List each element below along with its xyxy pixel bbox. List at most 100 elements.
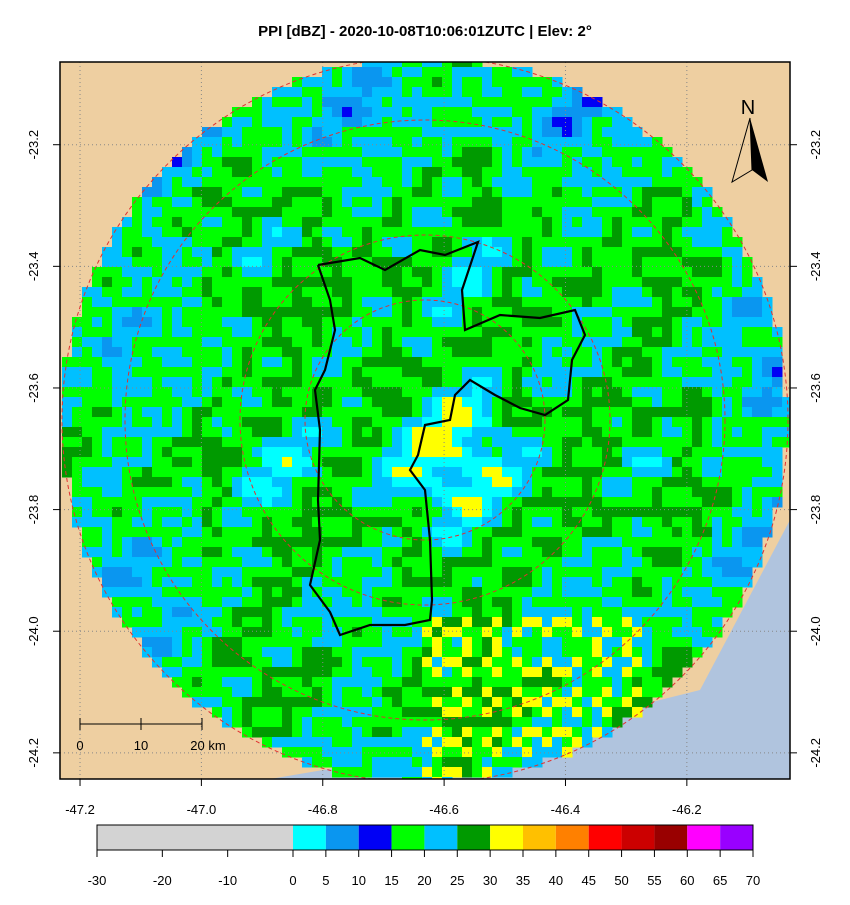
echo-cell	[162, 667, 173, 678]
echo-cell	[412, 747, 423, 758]
echo-cell	[772, 357, 783, 368]
echo-cell	[742, 447, 753, 458]
echo-cell	[132, 437, 143, 448]
echo-cell	[212, 707, 223, 718]
echo-cell	[562, 487, 573, 498]
echo-cell	[752, 507, 763, 518]
echo-cell	[412, 107, 423, 118]
echo-cell	[722, 457, 733, 468]
echo-cell	[252, 647, 263, 658]
echo-cell	[522, 577, 533, 588]
echo-cell	[482, 397, 493, 408]
echo-cell	[592, 247, 603, 258]
echo-cell	[512, 167, 523, 178]
echo-cell	[402, 517, 413, 528]
echo-cell	[492, 97, 503, 108]
echo-cell	[212, 527, 223, 538]
echo-cell	[332, 477, 343, 488]
echo-cell	[632, 587, 643, 598]
echo-cell	[92, 287, 103, 298]
echo-cell	[562, 607, 573, 618]
echo-cell	[442, 187, 453, 198]
echo-cell	[512, 117, 523, 128]
echo-cell	[362, 667, 373, 678]
echo-cell	[252, 97, 263, 108]
echo-cell	[192, 417, 203, 428]
echo-cell	[532, 287, 543, 298]
echo-cell	[492, 477, 503, 488]
echo-cell	[532, 427, 543, 438]
echo-cell	[652, 377, 663, 388]
echo-cell	[102, 307, 113, 318]
echo-cell	[552, 297, 563, 308]
echo-cell	[332, 397, 343, 408]
echo-cell	[502, 727, 513, 738]
echo-cell	[532, 437, 543, 448]
echo-cell	[532, 107, 543, 118]
echo-cell	[312, 157, 323, 168]
echo-cell	[172, 347, 183, 358]
echo-cell	[442, 257, 453, 268]
echo-cell	[452, 157, 463, 168]
echo-cell	[622, 247, 633, 258]
echo-cell	[382, 467, 393, 478]
echo-cell	[632, 177, 643, 188]
echo-cell	[282, 157, 293, 168]
echo-cell	[462, 397, 473, 408]
echo-cell	[722, 417, 733, 428]
echo-cell	[92, 317, 103, 328]
echo-cell	[222, 137, 233, 148]
echo-cell	[512, 397, 523, 408]
echo-cell	[732, 297, 743, 308]
echo-cell	[322, 187, 333, 198]
echo-cell	[162, 277, 173, 288]
echo-cell	[662, 147, 673, 158]
echo-cell	[592, 477, 603, 488]
echo-cell	[542, 437, 553, 448]
echo-cell	[512, 697, 523, 708]
echo-cell	[482, 117, 493, 128]
echo-cell	[342, 377, 353, 388]
echo-cell	[262, 577, 273, 588]
echo-cell	[662, 447, 673, 458]
echo-cell	[162, 357, 173, 368]
echo-cell	[672, 317, 683, 328]
echo-cell	[502, 257, 513, 268]
echo-cell	[392, 447, 403, 458]
echo-cell	[372, 477, 383, 488]
echo-cell	[482, 157, 493, 168]
echo-cell	[612, 537, 623, 548]
echo-cell	[672, 297, 683, 308]
echo-cell	[512, 307, 523, 318]
echo-cell	[502, 557, 513, 568]
echo-cell	[722, 437, 733, 448]
echo-cell	[692, 187, 703, 198]
echo-cell	[272, 607, 283, 618]
echo-cell	[712, 327, 723, 338]
echo-cell	[312, 117, 323, 128]
echo-cell	[612, 657, 623, 668]
echo-cell	[122, 287, 133, 298]
echo-cell	[462, 757, 473, 768]
echo-cell	[292, 287, 303, 298]
echo-cell	[692, 597, 703, 608]
echo-cell	[212, 437, 223, 448]
echo-cell	[572, 487, 583, 498]
echo-cell	[552, 367, 563, 378]
echo-cell	[172, 607, 183, 618]
echo-cell	[452, 147, 463, 158]
echo-cell	[462, 517, 473, 528]
echo-cell	[432, 87, 443, 98]
echo-cell	[582, 97, 593, 108]
echo-cell	[262, 127, 273, 138]
echo-cell	[452, 557, 463, 568]
echo-cell	[672, 517, 683, 528]
echo-cell	[432, 237, 443, 248]
echo-cell	[432, 257, 443, 268]
echo-cell	[602, 207, 613, 218]
echo-cell	[642, 327, 653, 338]
echo-cell	[312, 597, 323, 608]
echo-cell	[342, 507, 353, 518]
echo-cell	[152, 317, 163, 328]
echo-cell	[132, 337, 143, 348]
